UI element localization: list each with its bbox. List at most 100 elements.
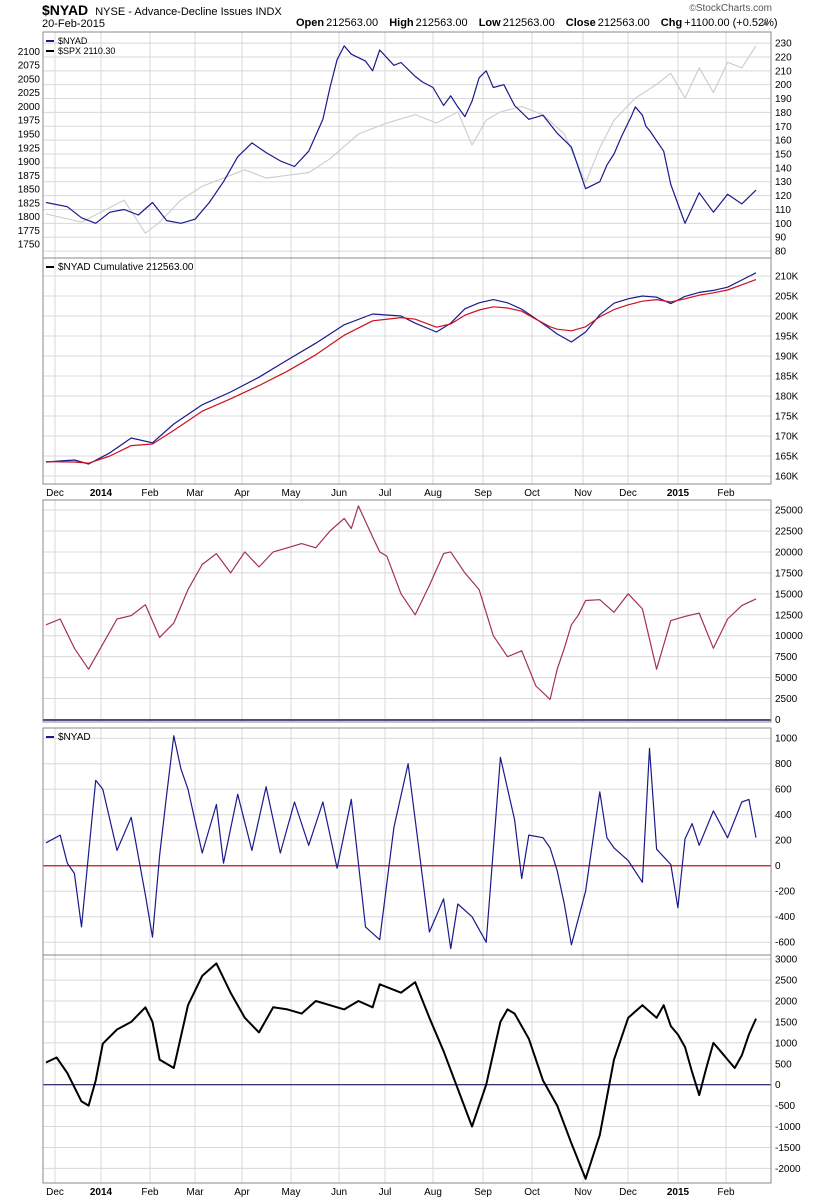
- y-tick-label: -1500: [775, 1143, 801, 1154]
- x-tick-label: Nov: [574, 1187, 592, 1198]
- y-tick-label-left: 1750: [18, 240, 41, 251]
- type-label: INDX: [255, 6, 282, 18]
- x-tick-label: 2014: [90, 488, 113, 499]
- y-tick-label: -600: [775, 938, 795, 949]
- x-tick-label: 2014: [90, 1187, 113, 1198]
- x-tick-label: Aug: [424, 1187, 442, 1198]
- y-tick-label: 2000: [775, 997, 798, 1008]
- x-tick-label: Aug: [424, 488, 442, 499]
- panel-border: [42, 31, 772, 259]
- y-tick-label-left: 1850: [18, 185, 41, 196]
- y-tick-label: 2500: [775, 976, 798, 987]
- y-tick-label: 17500: [775, 568, 803, 579]
- y-tick-label-left: 1775: [18, 226, 41, 237]
- series-line: [45, 272, 757, 465]
- y-tick-label: 195K: [775, 332, 799, 343]
- low-label: Low: [478, 17, 501, 29]
- brand-label: StockCharts.com: [695, 3, 772, 14]
- y-tick-label: 3000: [775, 955, 798, 966]
- y-tick-label: 1500: [775, 1017, 798, 1028]
- scroll-up-icon[interactable]: ▲: [761, 17, 770, 27]
- y-tick-label-left: 2000: [18, 102, 41, 113]
- x-tick-label: Mar: [186, 1187, 204, 1198]
- y-tick-label: 200: [775, 836, 792, 847]
- y-tick-label: 150: [775, 150, 792, 161]
- series-line: [45, 505, 757, 701]
- x-tick-label: 2015: [667, 1187, 690, 1198]
- y-tick-label: 140: [775, 163, 792, 174]
- legend-label: $NYAD: [58, 732, 91, 743]
- ohlc-summary: Open 212563.00 High 212563.00 Low 212563.00…: [296, 17, 778, 29]
- y-tick-label-left: 1825: [18, 198, 41, 209]
- series-line: [45, 735, 757, 950]
- x-tick-label: Dec: [46, 1187, 64, 1198]
- x-tick-label: Feb: [141, 1187, 159, 1198]
- y-tick-label-left: 1925: [18, 143, 41, 154]
- y-tick-label: 175K: [775, 412, 799, 423]
- x-tick-label: Oct: [524, 488, 540, 499]
- y-tick-label: 205K: [775, 292, 799, 303]
- y-tick-label: -2000: [775, 1164, 801, 1175]
- y-tick-label: 200K: [775, 312, 799, 323]
- x-tick-label: Apr: [234, 1187, 250, 1198]
- x-tick-label: Sep: [474, 1187, 492, 1198]
- x-tick-label: 2015: [667, 488, 690, 499]
- y-tick-label: 0: [775, 715, 781, 726]
- y-tick-label: 22500: [775, 526, 803, 537]
- y-tick-label: 230: [775, 39, 792, 50]
- x-tick-label: Dec: [619, 1187, 637, 1198]
- high-value: 212563.00: [415, 17, 468, 29]
- open-label: Open: [296, 17, 325, 29]
- y-tick-label: -200: [775, 887, 795, 898]
- legend-label: $NYAD: [58, 36, 88, 46]
- close-value: 212563.00: [597, 17, 650, 29]
- series-line: [45, 962, 757, 1180]
- x-tick-label: Jul: [379, 488, 392, 499]
- exchange-label: NYSE: [95, 6, 126, 18]
- chart-panel-4: -600 -400 -200 0 200 400 600 800 1000 $NYAD: [42, 727, 798, 956]
- copyright-icon: ©: [689, 3, 696, 13]
- chart-panel-1: 80 90 100 110 120 130 140 150 160 170 180 190 200 210…: [18, 31, 792, 259]
- y-tick-label: 600: [775, 785, 792, 796]
- x-tick-label: Sep: [474, 488, 492, 499]
- x-tick-label: Feb: [717, 1187, 735, 1198]
- y-tick-label-left: 2075: [18, 61, 41, 72]
- x-tick-label: Nov: [574, 488, 592, 499]
- y-tick-label: 2500: [775, 694, 798, 705]
- date-label: 20-Feb-2015: [42, 18, 105, 30]
- y-tick-label: 0: [775, 1080, 781, 1091]
- y-tick-label: 210: [775, 66, 792, 77]
- y-tick-label: 160: [775, 136, 792, 147]
- y-tick-label-left: 1975: [18, 116, 41, 127]
- name-label: - Advance-Decline Issues: [128, 6, 253, 18]
- y-tick-label: 500: [775, 1059, 792, 1070]
- y-tick-label: 180K: [775, 392, 799, 403]
- y-tick-label: 20000: [775, 547, 803, 558]
- chg-label: Chg: [660, 17, 683, 29]
- x-tick-label: Dec: [46, 488, 64, 499]
- y-tick-label: 120: [775, 191, 792, 202]
- chg-value: +1100.00 (+0.52%): [684, 17, 778, 29]
- brand-watermark[interactable]: ©StockCharts.com: [689, 3, 772, 14]
- x-tick-label: May: [282, 488, 301, 499]
- chart-panel-5: -2000 -1500 -1000 -500 0 500 1000 1500 2000 2500 3…: [42, 954, 801, 1198]
- x-tick-label: Oct: [524, 1187, 540, 1198]
- symbol-label[interactable]: $NYAD: [42, 2, 89, 18]
- y-tick-label: 190: [775, 94, 792, 105]
- y-tick-label: 5000: [775, 673, 798, 684]
- y-tick-label-left: 1875: [18, 171, 41, 182]
- title-row: $NYAD NYSE - Advance-Decline Issues INDX: [42, 2, 282, 18]
- y-tick-label: 220: [775, 52, 792, 63]
- y-tick-label: 190K: [775, 352, 799, 363]
- y-tick-label: 180: [775, 108, 792, 119]
- x-tick-label: Jul: [379, 1187, 392, 1198]
- chart-header: $NYAD NYSE - Advance-Decline Issues INDX…: [0, 0, 820, 32]
- open-value: 212563.00: [326, 17, 379, 29]
- series-line: [45, 279, 757, 464]
- y-tick-label-left: 2100: [18, 47, 41, 58]
- x-tick-label: Jun: [331, 1187, 347, 1198]
- y-tick-label: 1000: [775, 734, 798, 745]
- y-tick-label: 400: [775, 810, 792, 821]
- y-tick-label: -500: [775, 1101, 795, 1112]
- y-tick-label-left: 1800: [18, 212, 41, 223]
